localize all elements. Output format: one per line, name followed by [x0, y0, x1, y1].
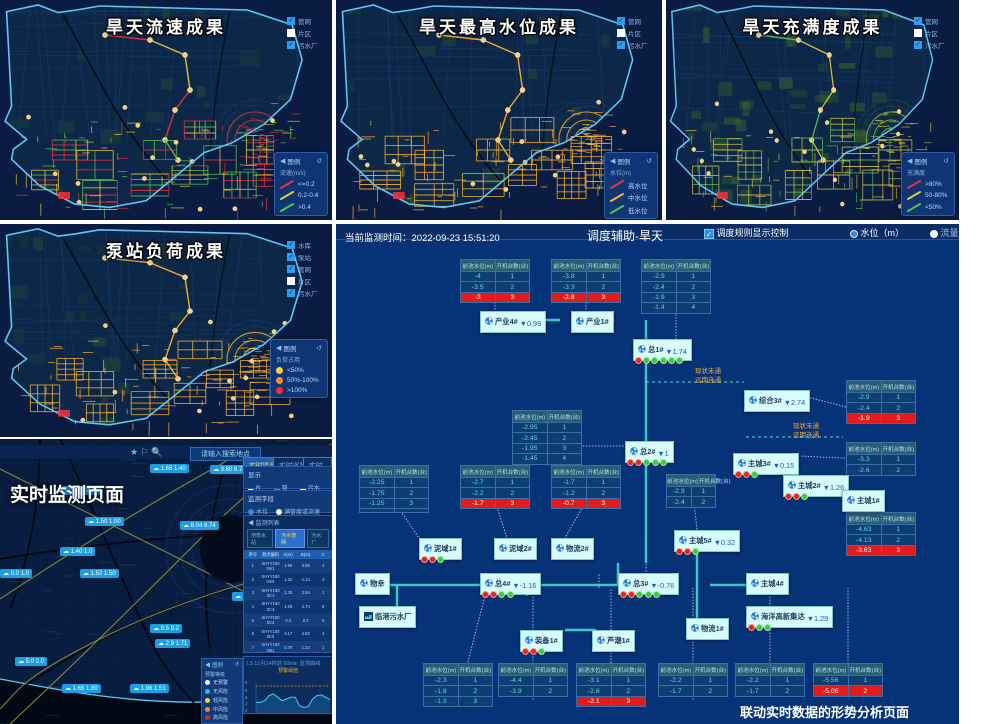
svg-text:4: 4 [245, 695, 248, 700]
svg-text:5: 5 [245, 688, 248, 693]
svg-text:3: 3 [245, 701, 248, 706]
svg-text:2: 2 [245, 708, 248, 713]
svg-text:6: 6 [245, 680, 248, 685]
